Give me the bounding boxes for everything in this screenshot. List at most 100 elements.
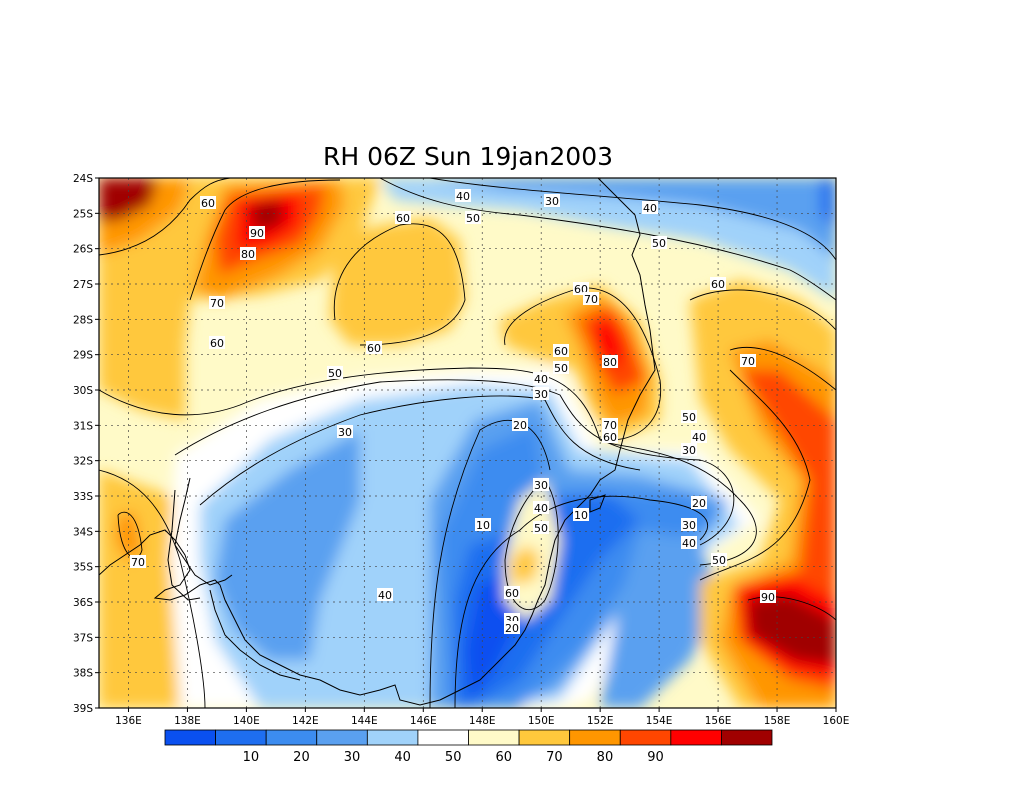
rh-band-30-far-east xyxy=(600,530,720,708)
contour-label-bg xyxy=(573,508,589,521)
contour-label: 80 xyxy=(602,355,618,369)
colorbar-swatch xyxy=(215,729,267,746)
contour-label-bg xyxy=(327,366,343,379)
contour-label: 70 xyxy=(740,354,756,368)
colorbar-swatch xyxy=(265,729,318,746)
contour-label: 70 xyxy=(583,292,599,306)
contour-label: 40 xyxy=(533,372,549,386)
contour-label-bg xyxy=(602,418,618,431)
contour-label-bg xyxy=(475,518,491,531)
x-tick-label: 144E xyxy=(351,715,378,727)
rh-band-70-coastal xyxy=(510,545,540,585)
y-tick-label: 36S xyxy=(73,597,93,609)
contour-label-bg xyxy=(337,425,353,438)
contour-label-bg xyxy=(710,277,726,290)
y-tick-label: 25S xyxy=(73,208,93,220)
contour-label-text: 70 xyxy=(741,355,755,368)
contour-label-text: 60 xyxy=(210,337,224,350)
contour-label-bg xyxy=(681,443,697,456)
contour-label-text: 30 xyxy=(534,388,548,401)
contour-label-text: 40 xyxy=(456,190,470,203)
colorbar-label: 40 xyxy=(394,750,411,765)
contour-label-text: 30 xyxy=(338,426,352,439)
contour-line-centre xyxy=(174,379,735,546)
rh-band-70-centre xyxy=(330,218,465,345)
contour-line-core-far-east xyxy=(747,596,836,621)
contour-label-text: 50 xyxy=(554,362,568,375)
contour-label-text: 10 xyxy=(574,509,588,522)
contour-label-text: 40 xyxy=(534,502,548,515)
contour-label-bg xyxy=(395,211,411,224)
contour-line-north-upper xyxy=(429,178,836,261)
contour-label-text: 60 xyxy=(711,278,725,291)
contour-label: 60 xyxy=(200,196,216,210)
x-tick-label: 150E xyxy=(528,715,555,727)
contour-label-text: 30 xyxy=(545,195,559,208)
rh-core-north xyxy=(250,200,282,232)
contour-label: 60 xyxy=(209,336,225,350)
contour-line-northwest xyxy=(189,179,341,301)
contour-label-text: 50 xyxy=(682,411,696,424)
contour-label-text: 50 xyxy=(712,554,726,567)
contour-label: 70 xyxy=(209,296,225,310)
contour-label: 40 xyxy=(681,536,697,550)
rh-core-northwest xyxy=(99,178,158,222)
contour-label: 40 xyxy=(377,588,393,602)
contour-label-bg xyxy=(249,226,265,239)
rh-core-southwest xyxy=(115,512,142,562)
contour-label-bg xyxy=(366,341,382,354)
x-tick-label: 154E xyxy=(646,715,673,727)
contour-label-bg xyxy=(681,518,697,531)
contour-label-text: 50 xyxy=(652,237,666,250)
rh-core-east-min xyxy=(465,575,520,700)
contour-label-bg xyxy=(533,372,549,385)
contour-label-text: 40 xyxy=(692,431,706,444)
contour-label-bg xyxy=(711,553,727,566)
contour-label-bg xyxy=(209,336,225,349)
colorbar-label: 90 xyxy=(647,750,664,765)
contour-line-core-southwest xyxy=(117,511,143,559)
contour-label-text: 30 xyxy=(534,479,548,492)
contour-label-text: 80 xyxy=(241,248,255,261)
plot-frame xyxy=(98,177,837,709)
colorbar-swatch xyxy=(619,729,672,746)
contour-label-text: 40 xyxy=(378,589,392,602)
contour-label: 60 xyxy=(602,430,618,444)
contour-label-bg xyxy=(583,292,599,305)
rh-field: 6090807060405060605030405060706050403080… xyxy=(99,178,836,708)
colorbar-label: 30 xyxy=(344,750,361,765)
contour-label-text: 70 xyxy=(603,419,617,432)
contour-label-bg xyxy=(573,282,589,295)
colorbar-label: 20 xyxy=(293,750,310,765)
y-tick-label: 27S xyxy=(73,279,93,291)
contour-label: 50 xyxy=(327,366,343,380)
contour-label-text: 40 xyxy=(534,373,548,386)
coastline xyxy=(99,178,656,706)
contour-line-dry-tongue xyxy=(199,395,641,506)
x-tick-label: 140E xyxy=(233,715,260,727)
y-axis: 24S 25S 26S 27S 28S 29S 30S 31S 32S 33S 34S 35S 36S 3… xyxy=(73,173,99,715)
colorbar-label: 50 xyxy=(445,750,462,765)
contour-line-coastal-pocket xyxy=(504,479,559,610)
contour-label: 30 xyxy=(533,387,549,401)
y-tick-label: 31S xyxy=(73,420,93,432)
y-tick-label: 33S xyxy=(73,491,93,503)
y-tick-label: 24S xyxy=(73,173,93,185)
contour-label-bg xyxy=(602,355,618,368)
contour-label: 40 xyxy=(533,501,549,515)
contour-label-bg xyxy=(504,586,520,599)
contour-line-north-band xyxy=(379,178,836,301)
contour-label-text: 80 xyxy=(603,356,617,369)
contour-labels: 6090807060405060605030405060706050403080… xyxy=(130,189,776,635)
contour-label: 50 xyxy=(681,410,697,424)
x-tick-label: 156E xyxy=(705,715,732,727)
contour-label: 30 xyxy=(544,194,560,208)
y-tick-label: 37S xyxy=(73,632,93,644)
contour-label-text: 60 xyxy=(201,197,215,210)
contour-label: 30 xyxy=(533,478,549,492)
contour-label-text: 20 xyxy=(505,622,519,635)
contour-line-east-lower xyxy=(454,495,709,708)
contour-label-text: 70 xyxy=(210,297,224,310)
contour-label-text: 90 xyxy=(761,591,775,604)
